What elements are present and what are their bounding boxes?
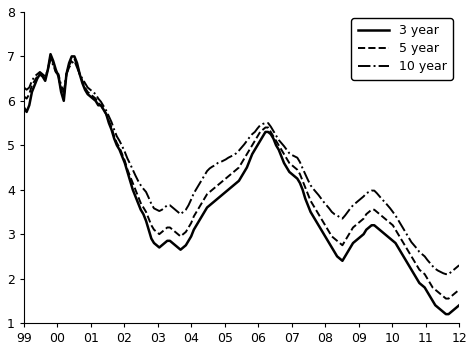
3 year xyxy=(456,303,462,307)
10 year xyxy=(456,263,462,268)
10 year xyxy=(21,86,27,90)
10 year xyxy=(35,72,40,76)
10 year xyxy=(443,272,449,276)
10 year xyxy=(319,196,324,201)
5 year xyxy=(21,94,27,99)
5 year xyxy=(66,63,72,67)
5 year xyxy=(319,216,324,221)
Line: 3 year: 3 year xyxy=(24,54,459,314)
5 year xyxy=(183,230,189,234)
3 year xyxy=(21,105,27,109)
3 year xyxy=(66,61,72,65)
5 year xyxy=(74,63,80,67)
Legend: 3 year, 5 year, 10 year: 3 year, 5 year, 10 year xyxy=(351,18,453,80)
Line: 10 year: 10 year xyxy=(24,58,459,274)
Line: 5 year: 5 year xyxy=(24,56,459,298)
10 year xyxy=(66,65,72,70)
10 year xyxy=(48,56,54,61)
3 year xyxy=(443,312,449,316)
3 year xyxy=(319,228,324,232)
5 year xyxy=(456,288,462,292)
5 year xyxy=(443,296,449,301)
3 year xyxy=(74,61,80,65)
10 year xyxy=(361,194,366,199)
3 year xyxy=(48,52,54,56)
5 year xyxy=(35,74,40,78)
3 year xyxy=(183,243,189,247)
10 year xyxy=(74,65,80,70)
3 year xyxy=(35,76,40,81)
5 year xyxy=(48,54,54,58)
5 year xyxy=(361,216,366,221)
3 year xyxy=(361,232,366,236)
10 year xyxy=(183,208,189,212)
